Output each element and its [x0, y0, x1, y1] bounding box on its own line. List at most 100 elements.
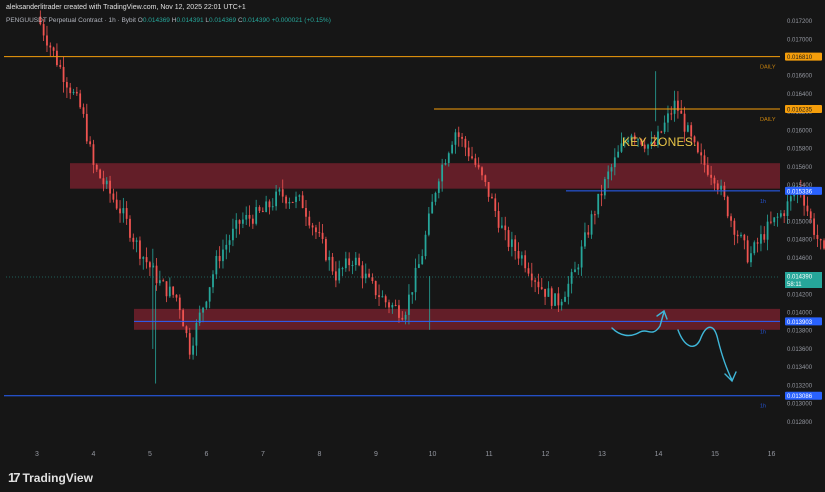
candle-body[interactable]: [816, 234, 819, 239]
candle-body[interactable]: [105, 180, 108, 185]
candle-body[interactable]: [763, 234, 766, 240]
candle-body[interactable]: [75, 91, 78, 94]
candle-body[interactable]: [683, 113, 686, 132]
candle-body[interactable]: [514, 239, 517, 252]
candle-body[interactable]: [779, 213, 782, 217]
candle-body[interactable]: [537, 281, 540, 288]
candle-body[interactable]: [56, 50, 58, 66]
candle-body[interactable]: [507, 230, 510, 247]
candle-body[interactable]: [471, 156, 473, 159]
candle-body[interactable]: [95, 164, 98, 170]
candle-body[interactable]: [185, 326, 188, 334]
candle-body[interactable]: [481, 167, 483, 176]
candle-body[interactable]: [92, 144, 95, 165]
candle-body[interactable]: [809, 211, 812, 219]
candle-body[interactable]: [404, 314, 407, 320]
candle-body[interactable]: [630, 135, 633, 141]
candle-body[interactable]: [770, 221, 772, 223]
candle-body[interactable]: [557, 293, 560, 306]
candle-body[interactable]: [182, 310, 185, 327]
candle-body[interactable]: [597, 193, 600, 215]
candle-body[interactable]: [195, 322, 198, 346]
candle-body[interactable]: [281, 189, 284, 197]
candle-body[interactable]: [663, 122, 666, 132]
candle-body[interactable]: [82, 107, 85, 114]
candle-body[interactable]: [451, 144, 454, 154]
candle-body[interactable]: [238, 220, 241, 224]
candle-body[interactable]: [139, 240, 141, 259]
candle-body[interactable]: [706, 165, 709, 175]
candle-body[interactable]: [145, 257, 148, 263]
candle-body[interactable]: [494, 198, 497, 212]
candle-body[interactable]: [544, 288, 546, 297]
candle-body[interactable]: [168, 286, 171, 297]
candle-body[interactable]: [647, 144, 649, 149]
candle-body[interactable]: [793, 193, 796, 197]
candle-body[interactable]: [414, 267, 417, 293]
candle-body[interactable]: [560, 301, 563, 306]
candle-body[interactable]: [49, 45, 52, 48]
candle-body[interactable]: [85, 113, 88, 142]
candle-body[interactable]: [593, 214, 596, 216]
candle-body[interactable]: [713, 177, 716, 184]
candle-body[interactable]: [311, 225, 314, 228]
candle-body[interactable]: [65, 82, 68, 88]
candle-body[interactable]: [773, 217, 776, 223]
candle-body[interactable]: [308, 216, 311, 226]
candle-body[interactable]: [232, 228, 234, 241]
candle-body[interactable]: [42, 24, 45, 36]
candle-body[interactable]: [680, 110, 683, 114]
candle-body[interactable]: [819, 238, 822, 241]
candle-body[interactable]: [129, 218, 131, 238]
candle-body[interactable]: [474, 158, 477, 165]
candle-body[interactable]: [235, 220, 238, 229]
candle-body[interactable]: [305, 208, 307, 217]
candle-body[interactable]: [753, 242, 756, 254]
candle-body[interactable]: [291, 202, 294, 204]
candle-body[interactable]: [119, 208, 121, 214]
candle-body[interactable]: [354, 257, 357, 266]
candle-body[interactable]: [716, 183, 719, 190]
candle-body[interactable]: [497, 211, 500, 228]
candle-body[interactable]: [162, 280, 165, 282]
candle-body[interactable]: [241, 219, 244, 224]
candle-body[interactable]: [361, 265, 364, 279]
candle-body[interactable]: [504, 225, 507, 231]
candle-body[interactable]: [590, 214, 593, 235]
candle-body[interactable]: [89, 141, 92, 145]
candle-body[interactable]: [444, 163, 447, 165]
candle-body[interactable]: [617, 151, 620, 158]
candle-body[interactable]: [650, 141, 653, 145]
candle-body[interactable]: [700, 152, 703, 156]
candle-body[interactable]: [441, 164, 444, 182]
candle-body[interactable]: [298, 195, 301, 197]
candle-body[interactable]: [690, 125, 693, 137]
candle-body[interactable]: [733, 220, 736, 235]
candle-body[interactable]: [564, 296, 566, 302]
candle-body[interactable]: [155, 265, 158, 284]
candle-body[interactable]: [534, 280, 537, 282]
candle-body[interactable]: [178, 297, 181, 311]
candle-body[interactable]: [677, 100, 679, 111]
candle-body[interactable]: [740, 234, 742, 237]
candle-body[interactable]: [813, 218, 815, 235]
candle-body[interactable]: [766, 221, 769, 240]
candle-body[interactable]: [228, 240, 231, 245]
candle-body[interactable]: [640, 139, 643, 145]
candle-body[interactable]: [384, 296, 387, 303]
candle-body[interactable]: [491, 196, 493, 199]
candle-body[interactable]: [577, 267, 580, 270]
symbol-label[interactable]: PENGUUSDT Perpetual Contract · 1h · Bybi…: [6, 17, 136, 24]
candle-body[interactable]: [318, 232, 321, 234]
candle-body[interactable]: [637, 139, 639, 141]
candle-body[interactable]: [149, 262, 151, 268]
candle-body[interactable]: [218, 255, 221, 262]
candle-body[interactable]: [623, 141, 626, 144]
candle-body[interactable]: [62, 66, 65, 83]
candle-body[interactable]: [746, 240, 749, 263]
candle-body[interactable]: [212, 274, 214, 288]
candle-body[interactable]: [248, 214, 251, 219]
candle-body[interactable]: [673, 100, 676, 114]
candle-body[interactable]: [487, 181, 490, 197]
candle-body[interactable]: [152, 265, 155, 268]
